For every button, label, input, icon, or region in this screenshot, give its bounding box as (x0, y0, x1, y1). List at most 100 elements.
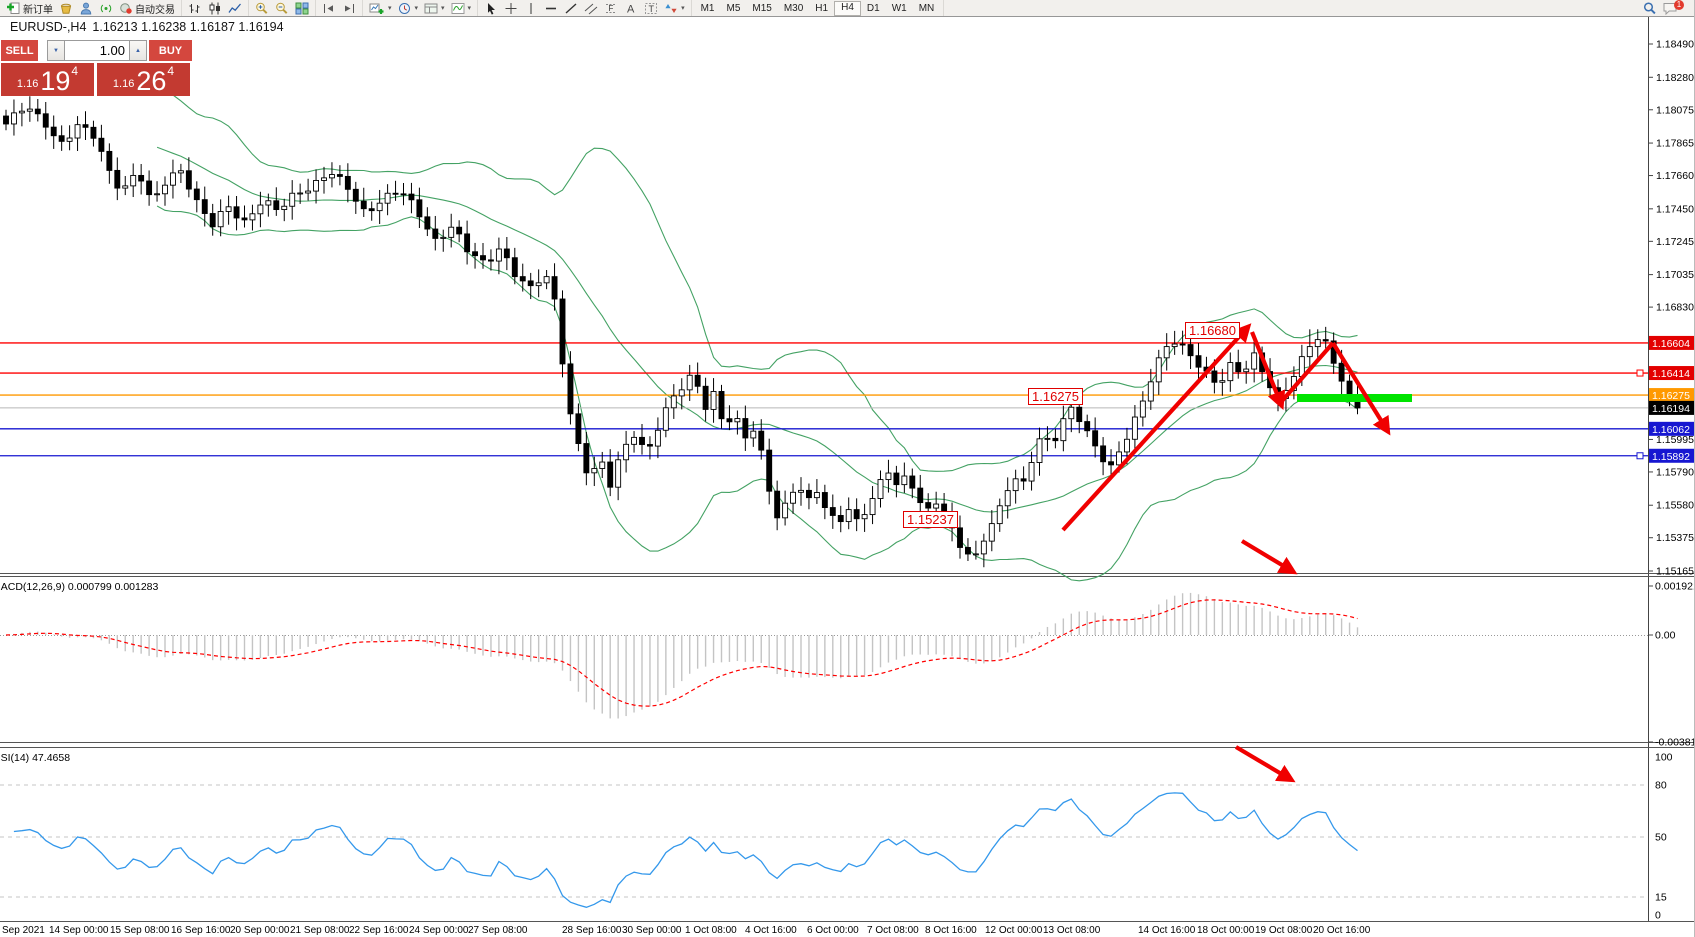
signals-button[interactable] (96, 1, 116, 15)
vertical-line-button[interactable] (521, 1, 541, 15)
price-annotation-flag[interactable]: 1.15237 (903, 511, 958, 528)
volume-increase-button[interactable]: ▲ (129, 40, 147, 61)
fibonacci-button[interactable]: F (601, 1, 621, 15)
new-order-icon (6, 2, 21, 15)
candle-bearish (408, 193, 415, 201)
candle-bearish (837, 515, 844, 523)
bucket-icon (59, 2, 73, 15)
candle-bullish (901, 475, 908, 486)
styler-button[interactable] (56, 1, 76, 15)
timeframe-d1-button[interactable]: D1 (866, 2, 880, 14)
trend-arrow[interactable] (1234, 745, 1296, 783)
line-chart-button[interactable] (225, 1, 245, 15)
candle-bearish (114, 169, 121, 189)
timeframe-group: M1 M5 M15 M30 H1 H4 D1 W1 MN (692, 0, 945, 16)
channel-button[interactable] (581, 1, 601, 15)
candle-bearish (209, 213, 216, 228)
candle-bullish (782, 502, 789, 519)
text-label-button[interactable]: T (641, 1, 661, 15)
candle-bearish (368, 208, 375, 212)
timeframe-h4-button[interactable]: H4 (834, 0, 861, 16)
candle-bullish (313, 179, 319, 192)
candle-bullish (623, 443, 630, 461)
sell-price-button[interactable]: 1.16 19 4 (1, 63, 94, 96)
community-button[interactable] (76, 1, 96, 15)
templates-button[interactable]: ▾ (421, 1, 448, 15)
candle-bearish (774, 490, 781, 519)
buy-price-button[interactable]: 1.16 26 4 (97, 63, 190, 96)
trend-arrow[interactable] (1240, 539, 1298, 575)
candle-bullish (877, 479, 884, 499)
timeframe-m30-button[interactable]: M30 (783, 2, 804, 14)
trade-group: 新订单 自动交易 (0, 0, 182, 16)
date-label: 4 Oct 16:00 (745, 925, 797, 936)
trendline-button[interactable] (561, 1, 581, 15)
periods-button[interactable]: ▾ (395, 1, 422, 15)
fibonacci-icon: F (604, 2, 618, 15)
price-tick-label: 1.15790 (1656, 466, 1694, 478)
chat-button[interactable]: 1 (1660, 0, 1692, 15)
trend-arrow[interactable] (1061, 323, 1252, 532)
date-label: 8 Oct 16:00 (925, 925, 977, 936)
volume-decrease-button[interactable]: ▼ (47, 40, 65, 61)
candle-bearish (575, 413, 582, 444)
candle-bearish (567, 363, 574, 415)
buy-button[interactable]: BUY (149, 40, 192, 61)
auto-trading-button[interactable]: 自动交易 (116, 1, 178, 16)
cursor-button[interactable] (481, 1, 501, 15)
candle-bearish (694, 374, 701, 387)
candle-bearish (146, 180, 153, 196)
chart-shift-button[interactable] (319, 1, 339, 15)
price-annotation-flag[interactable]: 1.16680 (1185, 322, 1240, 339)
timeframe-m1-button[interactable]: M1 (700, 2, 715, 14)
candle-bullish (177, 170, 184, 174)
date-label: 16 Sep 16:00 (171, 925, 231, 936)
trend-arrow[interactable] (1250, 331, 1286, 410)
trend-arrow[interactable] (1331, 341, 1391, 436)
timeframe-m5-button[interactable]: M5 (726, 2, 741, 14)
date-label: 22 Sep 16:00 (349, 925, 409, 936)
auto-scroll-button[interactable] (339, 1, 359, 15)
indicators-button[interactable]: ▾ (448, 1, 475, 15)
candlestick-chart-button[interactable] (205, 1, 225, 15)
tile-windows-button[interactable] (292, 1, 312, 15)
sell-button[interactable]: SELL (1, 40, 38, 61)
new-chart-button[interactable]: ▾ (366, 1, 395, 15)
crosshair-button[interactable] (501, 1, 521, 15)
zoom-in-button[interactable] (252, 1, 272, 15)
bar-chart-button[interactable] (185, 1, 205, 15)
price-annotation-flag[interactable]: 1.16275 (1028, 388, 1083, 405)
price-tick-label: 1.15375 (1656, 532, 1694, 544)
candle-bullish (1227, 362, 1234, 382)
horizontal-level-lines[interactable] (0, 342, 1648, 460)
trend-arrow[interactable] (1279, 341, 1335, 404)
candle-bearish (1084, 421, 1091, 432)
candle-bearish (392, 192, 399, 195)
text-button[interactable]: A (621, 1, 641, 15)
candle-bullish (18, 110, 25, 114)
chevron-down-icon: ▾ (467, 5, 472, 12)
search-button[interactable] (1640, 1, 1660, 15)
candlestick-icon (208, 2, 222, 15)
zoom-out-button[interactable] (272, 1, 292, 15)
date-label: 20 Oct 16:00 (1313, 925, 1371, 936)
volume-input[interactable] (65, 40, 129, 61)
candle-bearish (241, 217, 248, 221)
timeframe-mn-button[interactable]: MN (918, 2, 935, 14)
macd-tick-label: 0.00 (1655, 630, 1676, 642)
channel-icon (584, 2, 598, 15)
timeframe-w1-button[interactable]: W1 (891, 2, 907, 14)
timeframe-h1-button[interactable]: H1 (815, 2, 829, 14)
horizontal-line-button[interactable] (541, 1, 561, 15)
new-order-button[interactable]: 新订单 (3, 1, 56, 16)
candle-bullish (154, 193, 161, 196)
date-label: 6 Oct 00:00 (807, 925, 859, 936)
autotrade-icon (119, 2, 133, 15)
annotation-arrows[interactable] (1061, 323, 1412, 783)
price-level-label-bg (1649, 388, 1695, 403)
arrows-button[interactable]: ▾ (661, 1, 688, 15)
candle-bullish (1004, 490, 1011, 507)
bollinger-bands (156, 87, 1358, 582)
date-axis: Sep 2021 14 Sep 00:00 15 Sep 08:00 16 Sep 1… (2, 925, 1371, 936)
timeframe-m15-button[interactable]: M15 (752, 2, 772, 14)
